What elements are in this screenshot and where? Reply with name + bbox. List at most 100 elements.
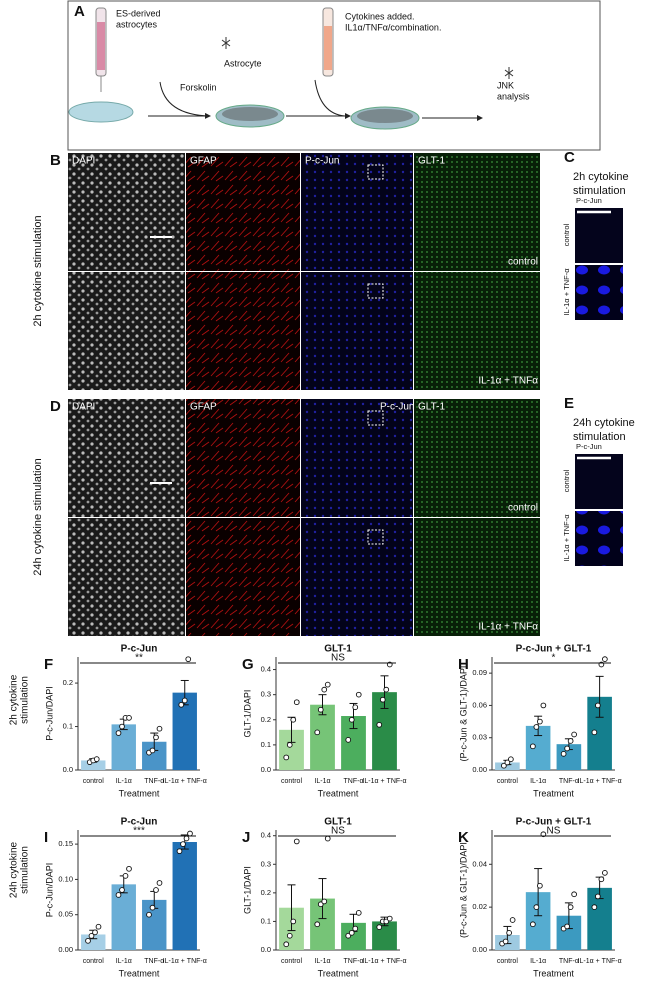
- x-axis-label: Treatment: [318, 788, 359, 798]
- micrograph: [301, 153, 413, 271]
- x-tick-label: control: [281, 958, 302, 965]
- y-tick-label: 0.3: [261, 690, 271, 699]
- panel-label: J: [242, 829, 250, 846]
- y-tick-label: 0.15: [58, 839, 73, 848]
- reagent-text: Forskolin: [180, 82, 217, 92]
- data-point: [283, 754, 290, 761]
- data-point: [533, 724, 540, 730]
- data-point: [286, 742, 293, 748]
- data-point: [88, 933, 95, 939]
- y-tick-label: 0.00: [472, 765, 487, 774]
- significance: **: [135, 653, 143, 664]
- y-tick-label: 0.00: [58, 945, 73, 954]
- tube-text: Cytokines added.: [345, 11, 415, 21]
- data-point: [286, 932, 293, 939]
- micrograph: [68, 272, 185, 390]
- data-point: [383, 686, 390, 693]
- data-point: [379, 696, 386, 703]
- row-label: 24h cytokine: [9, 841, 20, 898]
- data-point: [564, 923, 570, 930]
- data-point: [85, 937, 91, 944]
- micrograph: [301, 272, 413, 390]
- y-tick-label: 0.1: [261, 916, 271, 925]
- cells: [222, 107, 278, 121]
- data-point: [314, 729, 321, 736]
- x-tick-label: IL-1α + TNF-α: [362, 958, 406, 965]
- zoom-channel: P-c-Jun: [576, 196, 602, 205]
- tube-text: IL1α/TNFα/combination.: [345, 22, 441, 32]
- y-tick-label: 0.03: [472, 733, 487, 742]
- data-point: [293, 699, 300, 706]
- panel-label: I: [44, 829, 48, 846]
- x-tick-label: control: [497, 778, 518, 785]
- condition-label: control: [508, 257, 538, 268]
- data-point: [502, 938, 509, 945]
- data-point: [153, 887, 159, 893]
- data-point: [119, 723, 125, 730]
- y-tick-label: 0.0: [63, 765, 73, 774]
- data-point: [571, 731, 577, 738]
- data-point: [115, 892, 122, 898]
- y-tick-label: 0.02: [472, 902, 487, 911]
- zoom-channel: P-c-Jun: [576, 442, 602, 451]
- zoom-title: stimulation: [573, 185, 626, 197]
- x-tick-label: TNF-α: [559, 778, 579, 785]
- data-point: [293, 838, 300, 845]
- bar: [172, 692, 197, 770]
- x-tick-label: control: [83, 958, 104, 965]
- micrograph: [68, 399, 185, 517]
- data-point: [348, 716, 355, 723]
- channel-label: P-c-Jun: [380, 402, 414, 413]
- x-axis-label: Treatment: [533, 788, 574, 798]
- x-tick-label: IL-1α + TNF-α: [578, 778, 622, 785]
- data-point: [571, 891, 577, 898]
- data-point: [537, 718, 543, 725]
- zoom-title: 2h cytokine: [573, 171, 629, 183]
- x-tick-label: control: [281, 778, 302, 785]
- dish: [68, 101, 134, 123]
- data-point: [509, 917, 516, 923]
- micrograph: [414, 272, 540, 390]
- data-point: [504, 759, 511, 766]
- zoom-title: 24h cytokine: [573, 417, 635, 429]
- tube-text: astrocytes: [116, 19, 158, 29]
- zoom-image: [575, 511, 623, 566]
- data-point: [156, 725, 163, 732]
- x-axis-label: Treatment: [119, 968, 160, 978]
- data-point: [355, 691, 362, 698]
- x-tick-label: TNF-α: [344, 778, 364, 785]
- bar: [310, 704, 335, 770]
- data-point: [352, 704, 359, 711]
- zoom-box: [367, 283, 384, 299]
- x-tick-label: control: [497, 958, 518, 965]
- data-point: [283, 941, 290, 948]
- data-point: [321, 686, 328, 693]
- y-tick-label: 0.0: [261, 945, 271, 954]
- data-point: [122, 873, 129, 879]
- bar: [495, 762, 520, 770]
- data-point: [317, 706, 324, 713]
- data-point: [95, 923, 102, 930]
- channel-label: GFAP: [190, 156, 217, 167]
- panel-label: B: [50, 152, 61, 169]
- micrograph: [186, 399, 300, 517]
- zoom-box: [367, 164, 384, 180]
- bar: [81, 760, 106, 770]
- micrograph: [414, 399, 540, 517]
- data-point: [386, 915, 393, 922]
- zoom-box: [367, 410, 384, 426]
- data-point: [314, 921, 321, 928]
- analysis-text: JNK: [497, 80, 514, 90]
- x-tick-label: TNF-α: [344, 958, 364, 965]
- data-point: [591, 904, 598, 910]
- micrograph: [186, 518, 300, 636]
- panel-label: H: [458, 656, 469, 673]
- y-tick-label: 0.2: [261, 715, 271, 724]
- significance: *: [552, 653, 556, 664]
- chart-title: GLT-1: [324, 817, 352, 828]
- chart-title: P-c-Jun + GLT-1: [516, 817, 592, 828]
- data-point: [321, 898, 328, 905]
- zoom-image: [575, 208, 623, 263]
- data-point: [602, 656, 608, 663]
